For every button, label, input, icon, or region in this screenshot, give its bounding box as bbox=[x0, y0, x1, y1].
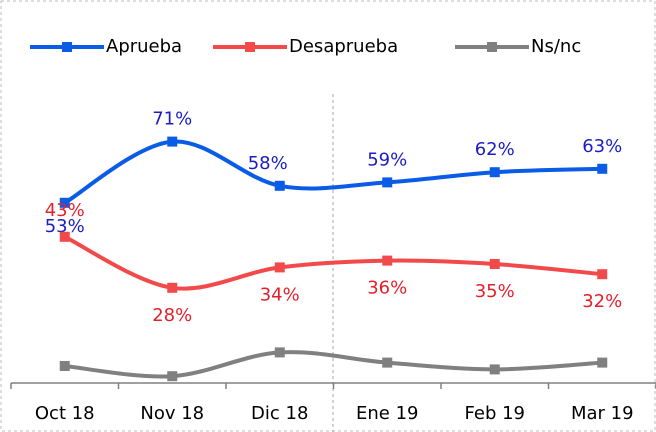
point-marker bbox=[382, 357, 393, 368]
legend-marker bbox=[245, 42, 255, 52]
point-marker bbox=[167, 371, 178, 382]
point-marker bbox=[274, 262, 285, 273]
x-tick-label: Nov 18 bbox=[140, 403, 204, 424]
point-marker bbox=[382, 177, 393, 188]
data-label: 59% bbox=[367, 149, 407, 170]
x-tick-label: Oct 18 bbox=[35, 403, 95, 424]
x-tick-label: Feb 19 bbox=[465, 403, 526, 424]
data-label: 71% bbox=[152, 109, 192, 130]
point-marker bbox=[597, 357, 608, 368]
data-label: 63% bbox=[582, 136, 622, 157]
data-label: 43% bbox=[45, 200, 85, 221]
legend-label: Aprueba bbox=[106, 36, 182, 57]
x-tick-label: Dic 18 bbox=[251, 403, 308, 424]
legend-marker bbox=[62, 42, 72, 52]
series-line bbox=[63, 139, 603, 205]
x-tick-label: Ene 19 bbox=[356, 403, 418, 424]
legend-label: Ns/nc bbox=[531, 36, 581, 57]
point-marker bbox=[167, 136, 178, 147]
point-marker bbox=[59, 231, 70, 242]
data-label: 53% bbox=[45, 216, 85, 237]
point-marker bbox=[597, 269, 608, 280]
data-label: 36% bbox=[367, 278, 407, 299]
point-marker bbox=[597, 163, 608, 174]
point-marker bbox=[489, 364, 500, 375]
point-marker bbox=[59, 197, 70, 208]
data-label: 32% bbox=[582, 291, 622, 312]
legend-label: Desaprueba bbox=[289, 36, 398, 57]
legend-marker bbox=[487, 42, 497, 52]
point-marker bbox=[274, 180, 285, 191]
series-line bbox=[63, 234, 603, 291]
point-marker bbox=[274, 347, 285, 358]
data-label: 58% bbox=[248, 153, 288, 174]
series-line bbox=[64, 350, 603, 379]
point-marker bbox=[489, 259, 500, 269]
data-label: 35% bbox=[475, 281, 515, 302]
data-label: 34% bbox=[260, 284, 300, 305]
point-marker bbox=[59, 361, 70, 371]
data-label: 28% bbox=[152, 305, 192, 326]
point-marker bbox=[167, 282, 178, 293]
point-marker bbox=[382, 255, 393, 266]
x-tick-label: Mar 19 bbox=[571, 403, 634, 424]
point-marker bbox=[489, 167, 500, 178]
data-label: 62% bbox=[475, 139, 515, 160]
